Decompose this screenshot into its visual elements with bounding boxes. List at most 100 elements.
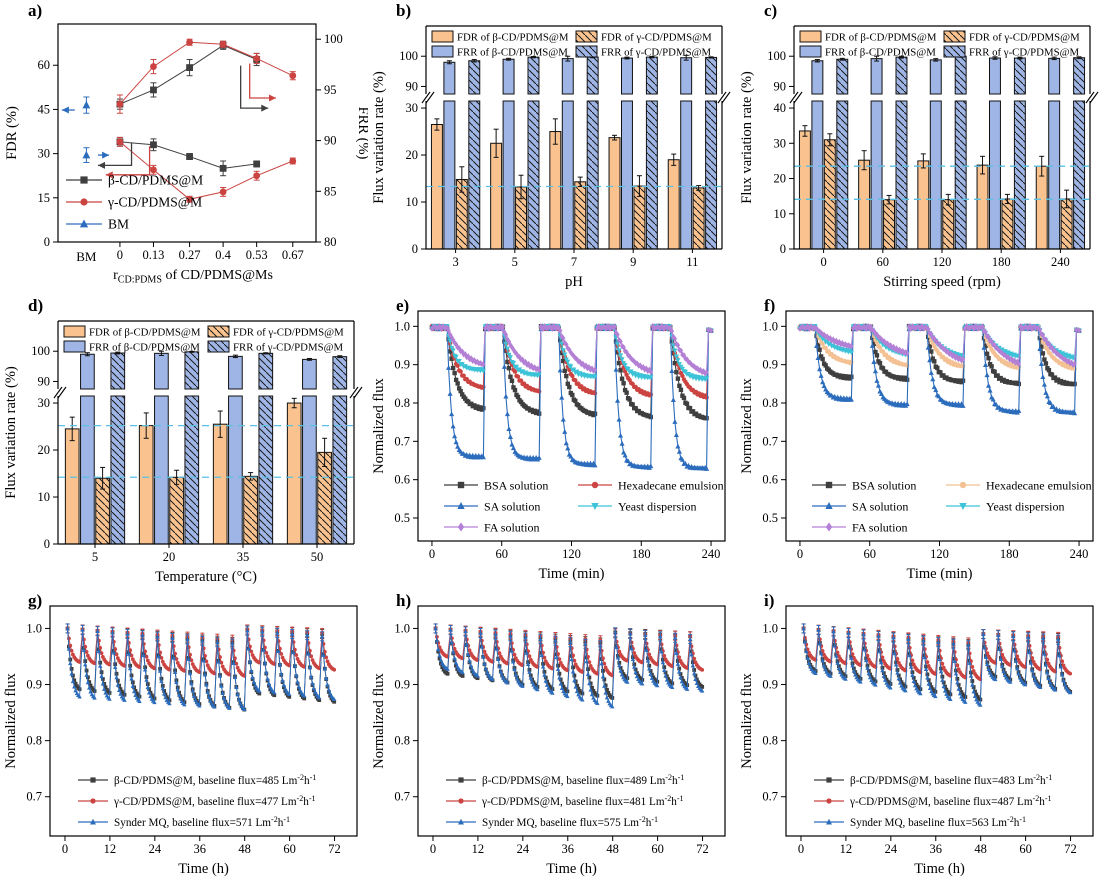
svg-text:1.0: 1.0 (26, 621, 42, 635)
svg-text:60: 60 (38, 58, 51, 72)
svg-text:120: 120 (930, 547, 949, 561)
svg-text:BSA solution: BSA solution (484, 479, 548, 493)
svg-text:0.6: 0.6 (394, 473, 410, 487)
svg-text:90: 90 (406, 79, 419, 93)
svg-text:γ-CD/PDMS@M, baseline flux=481: γ-CD/PDMS@M, baseline flux=481 Lm-2h-1 (481, 794, 684, 808)
svg-text:0.5: 0.5 (394, 511, 410, 525)
svg-text:0: 0 (820, 255, 826, 269)
svg-text:γ-CD/PDMS@M, baseline flux=477: γ-CD/PDMS@M, baseline flux=477 Lm-2h-1 (113, 794, 316, 808)
svg-text:0.7: 0.7 (762, 790, 778, 804)
svg-text:pH: pH (565, 274, 583, 290)
svg-text:10: 10 (406, 195, 419, 209)
svg-text:120: 120 (933, 255, 952, 269)
svg-text:1.0: 1.0 (762, 621, 778, 635)
svg-text:50: 50 (311, 550, 324, 564)
svg-text:FDR of β-CD/PDMS@M: FDR of β-CD/PDMS@M (457, 32, 569, 44)
svg-text:60: 60 (651, 842, 664, 856)
svg-text:1.0: 1.0 (394, 621, 410, 635)
svg-text:0.7: 0.7 (762, 434, 778, 448)
svg-text:9: 9 (630, 255, 636, 269)
svg-text:FRR of β-CD/PDMS@M: FRR of β-CD/PDMS@M (89, 342, 200, 354)
panel-a-chart: 0 15 30 45 60 80 85 90 95 100 0 0.13 0.27 0.4 0.53 0.67… (4, 23, 368, 286)
svg-text:SA solution: SA solution (852, 500, 908, 514)
svg-text:rCD:PDMS of CD/PDMS@Ms: rCD:PDMS of CD/PDMS@Ms (113, 268, 273, 286)
svg-text:FDR of β-CD/PDMS@M: FDR of β-CD/PDMS@M (89, 327, 201, 339)
svg-text:0.8: 0.8 (26, 734, 42, 748)
panel-e: e) 0.5 0.6 0.7 0.8 0.9 1.0 0 60 120 180 240 Time (m… (368, 295, 736, 590)
svg-text:0.7: 0.7 (394, 434, 410, 448)
svg-text:FRR of γ-CD/PDMS@M: FRR of γ-CD/PDMS@M (601, 47, 712, 59)
svg-text:0.27: 0.27 (179, 248, 201, 262)
svg-text:12: 12 (840, 842, 853, 856)
svg-text:SA solution: SA solution (484, 500, 540, 514)
svg-text:Normalized flux: Normalized flux (739, 378, 755, 474)
svg-text:BM: BM (76, 249, 97, 264)
svg-text:180: 180 (992, 255, 1011, 269)
svg-text:Time (h): Time (h) (914, 861, 965, 877)
svg-text:0: 0 (117, 248, 123, 262)
svg-text:FDR of γ-CD/PDMS@M: FDR of γ-CD/PDMS@M (969, 32, 1080, 44)
svg-text:0.8: 0.8 (394, 396, 410, 410)
svg-text:Time (min): Time (min) (907, 566, 973, 582)
svg-text:240: 240 (1070, 547, 1089, 561)
svg-text:0.9: 0.9 (762, 678, 778, 692)
svg-text:85: 85 (324, 184, 337, 198)
svg-text:Time (h): Time (h) (178, 861, 229, 877)
svg-text:FRR of β-CD/PDMS@M: FRR of β-CD/PDMS@M (457, 47, 568, 59)
svg-text:Yeast dispersion: Yeast dispersion (986, 500, 1064, 514)
svg-text:β-CD/PDMS@M, baseline flux=485: β-CD/PDMS@M, baseline flux=485 Lm-2h-1 (114, 773, 316, 787)
svg-text:0.4: 0.4 (215, 248, 231, 262)
svg-text:0.9: 0.9 (26, 678, 42, 692)
svg-text:0.8: 0.8 (394, 734, 410, 748)
svg-text:5: 5 (512, 255, 518, 269)
svg-text:FDR (%): FDR (%) (4, 106, 20, 160)
svg-text:36: 36 (562, 842, 575, 856)
svg-text:100: 100 (767, 49, 786, 63)
panel-a: a) 0 15 30 45 60 80 85 90 95 100 0 0.13 0.27 0.4 0.53 0… (0, 0, 368, 295)
svg-text:γ-CD/PDMS@M, baseline flux=487: γ-CD/PDMS@M, baseline flux=487 Lm-2h-1 (849, 794, 1052, 808)
svg-text:180: 180 (632, 547, 651, 561)
svg-text:FDR of γ-CD/PDMS@M: FDR of γ-CD/PDMS@M (233, 327, 344, 339)
svg-text:Time (h): Time (h) (546, 861, 597, 877)
svg-text:BM: BM (108, 217, 129, 232)
panel-b: b) 3 5 7 9 11 90 100 0 10 20 30 pH Flux variation ra… (368, 0, 736, 295)
svg-text:100: 100 (31, 344, 50, 358)
svg-text:12: 12 (472, 842, 485, 856)
svg-text:FA solution: FA solution (484, 521, 539, 535)
svg-text:60: 60 (863, 547, 876, 561)
svg-text:80: 80 (324, 235, 337, 249)
panel-g: g) 0.7 0.8 0.9 1.0 0 12 24 36 48 60 72 Time (h) Norm… (0, 590, 368, 885)
svg-text:24: 24 (149, 842, 162, 856)
svg-text:36: 36 (930, 842, 943, 856)
svg-text:Synder MQ, baseline flux=571 L: Synder MQ, baseline flux=571 Lm-2h-1 (114, 815, 290, 829)
svg-text:0.9: 0.9 (394, 678, 410, 692)
svg-text:Flux variation rate (%): Flux variation rate (%) (739, 71, 755, 204)
svg-text:90: 90 (324, 134, 337, 148)
svg-text:FDR of γ-CD/PDMS@M: FDR of γ-CD/PDMS@M (601, 32, 712, 44)
svg-text:0: 0 (798, 842, 804, 856)
svg-text:0.5: 0.5 (762, 511, 778, 525)
svg-text:FA solution: FA solution (852, 521, 907, 535)
svg-text:Normalized flux: Normalized flux (371, 673, 387, 769)
svg-text:30: 30 (774, 136, 787, 150)
svg-text:48: 48 (238, 842, 251, 856)
svg-text:60: 60 (495, 547, 508, 561)
svg-text:Flux variation rate (%): Flux variation rate (%) (3, 366, 19, 499)
svg-text:0.8: 0.8 (762, 734, 778, 748)
panel-d-chart: 5 20 35 50 90 100 0 10 20 30 Temperature (°C) Flux … (3, 320, 363, 585)
svg-text:0: 0 (429, 547, 435, 561)
svg-text:FDR of β-CD/PDMS@M: FDR of β-CD/PDMS@M (825, 32, 937, 44)
svg-text:5: 5 (92, 550, 98, 564)
svg-text:30: 30 (38, 396, 51, 410)
svg-text:72: 72 (696, 842, 709, 856)
panel-f-chart: 0.5 0.6 0.7 0.8 0.9 1.0 0 60 120 180 240 Time (min)… (739, 310, 1094, 582)
svg-text:0: 0 (412, 242, 418, 256)
svg-text:β-CD/PDMS@M, baseline flux=489: β-CD/PDMS@M, baseline flux=489 Lm-2h-1 (482, 773, 684, 787)
svg-text:240: 240 (1051, 255, 1070, 269)
panel-h: h) 0.7 0.8 0.9 1.0 0 12 24 36 48 60 72 Time (h) Norm… (368, 590, 736, 885)
svg-text:0: 0 (44, 537, 50, 551)
svg-text:Flux variation rate (%): Flux variation rate (%) (371, 71, 387, 204)
svg-text:Hexadecane emulsion: Hexadecane emulsion (986, 479, 1092, 493)
svg-text:15: 15 (38, 191, 51, 205)
